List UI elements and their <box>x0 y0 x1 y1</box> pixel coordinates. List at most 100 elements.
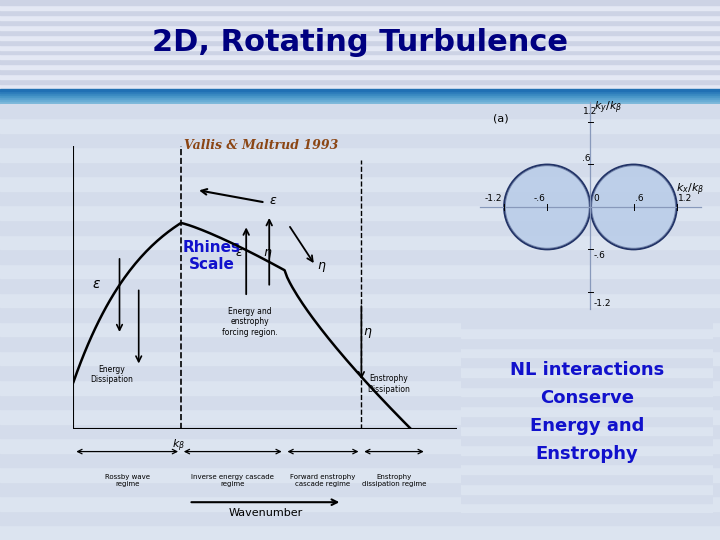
Bar <box>0 424 720 438</box>
Bar <box>0 50 720 55</box>
Circle shape <box>504 165 590 249</box>
Bar <box>0 35 720 39</box>
Bar <box>0 409 720 424</box>
Text: 0: 0 <box>593 194 599 202</box>
Bar <box>0 351 720 366</box>
Bar <box>0 20 720 25</box>
Bar <box>0 380 720 395</box>
Text: Enstrophy
dissipation regime: Enstrophy dissipation regime <box>362 474 426 487</box>
Bar <box>0 0 720 5</box>
Bar <box>0 55 720 59</box>
Bar <box>0 30 720 35</box>
Bar <box>0 59 720 64</box>
Bar <box>0 118 720 133</box>
Bar <box>0 75 720 79</box>
Text: Enstrophy
Dissipation: Enstrophy Dissipation <box>366 374 410 394</box>
Bar <box>0 234 720 249</box>
Bar <box>461 396 713 406</box>
Text: 2D, Rotating Turbulence: 2D, Rotating Turbulence <box>152 28 568 57</box>
Text: -1.2: -1.2 <box>485 194 503 202</box>
Text: -.6: -.6 <box>593 251 605 260</box>
Bar <box>461 377 713 387</box>
Text: -.6: -.6 <box>534 194 546 202</box>
Bar <box>0 525 720 540</box>
Text: $\varepsilon$: $\varepsilon$ <box>269 194 277 207</box>
Bar <box>0 293 720 307</box>
Bar <box>461 328 713 338</box>
Bar <box>461 435 713 445</box>
Bar <box>0 322 720 336</box>
Bar <box>461 445 713 455</box>
Bar <box>0 307 720 322</box>
Bar <box>0 249 720 264</box>
Bar <box>0 100 720 103</box>
Text: Inverse energy cascade
regime: Inverse energy cascade regime <box>192 474 274 487</box>
Bar <box>0 10 720 15</box>
Text: Rhines
Scale: Rhines Scale <box>183 240 240 272</box>
Text: $\eta$: $\eta$ <box>264 247 273 261</box>
Bar <box>461 426 713 435</box>
Bar <box>0 64 720 69</box>
Bar <box>0 94 720 97</box>
Bar <box>461 484 713 494</box>
Text: $\eta$: $\eta$ <box>318 260 327 274</box>
Bar <box>461 319 713 328</box>
Bar <box>0 162 720 177</box>
Bar <box>0 45 720 50</box>
Text: NL interactions
Conserve
Energy and
Enstrophy: NL interactions Conserve Energy and Enst… <box>510 361 664 463</box>
Bar <box>0 99 720 100</box>
Bar <box>0 395 720 409</box>
Text: $\varepsilon$: $\varepsilon$ <box>92 276 101 291</box>
Bar <box>461 387 713 396</box>
Bar <box>461 455 713 464</box>
Text: Wavenumber: Wavenumber <box>228 508 302 518</box>
Bar <box>0 89 720 91</box>
Bar <box>0 84 720 89</box>
Text: Forward enstrophy
cascade regime: Forward enstrophy cascade regime <box>290 474 356 487</box>
Text: Energy
Dissipation: Energy Dissipation <box>91 364 133 384</box>
Bar <box>0 482 720 496</box>
Bar <box>0 336 720 351</box>
Bar <box>461 503 713 513</box>
Text: $k_x/k_\beta$: $k_x/k_\beta$ <box>676 182 704 199</box>
Bar <box>0 5 720 10</box>
Bar <box>0 496 720 511</box>
Bar <box>0 264 720 278</box>
Bar <box>0 25 720 30</box>
Text: $k_y/k_\beta$: $k_y/k_\beta$ <box>594 99 622 116</box>
Bar <box>461 474 713 484</box>
Text: 1.2: 1.2 <box>583 107 598 116</box>
Bar <box>461 416 713 426</box>
Bar <box>0 104 720 118</box>
Bar <box>0 177 720 191</box>
Bar <box>461 367 713 377</box>
Bar <box>0 91 720 93</box>
Bar <box>0 79 720 84</box>
Bar <box>0 467 720 482</box>
Text: Rossby wave
regime: Rossby wave regime <box>104 474 150 487</box>
Text: Vallis & Maltrud 1993: Vallis & Maltrud 1993 <box>184 139 338 152</box>
Bar <box>0 278 720 293</box>
Bar <box>0 438 720 453</box>
Bar <box>0 206 720 220</box>
Text: (a): (a) <box>493 114 509 124</box>
Bar <box>0 366 720 380</box>
Bar <box>0 15 720 20</box>
Bar <box>461 464 713 474</box>
Circle shape <box>590 165 677 249</box>
Bar <box>0 97 720 99</box>
Text: 1.2: 1.2 <box>678 194 693 202</box>
Bar <box>0 191 720 206</box>
Bar <box>461 348 713 357</box>
Bar <box>0 69 720 74</box>
Bar <box>0 147 720 162</box>
Bar <box>0 511 720 525</box>
Bar <box>0 39 720 45</box>
Text: .6: .6 <box>582 154 590 163</box>
Bar <box>461 494 713 503</box>
Bar <box>461 357 713 367</box>
Bar <box>0 453 720 467</box>
Bar <box>461 338 713 348</box>
Text: $\eta$: $\eta$ <box>364 326 373 340</box>
Text: Energy and
enstrophy
forcing region.: Energy and enstrophy forcing region. <box>222 307 278 337</box>
